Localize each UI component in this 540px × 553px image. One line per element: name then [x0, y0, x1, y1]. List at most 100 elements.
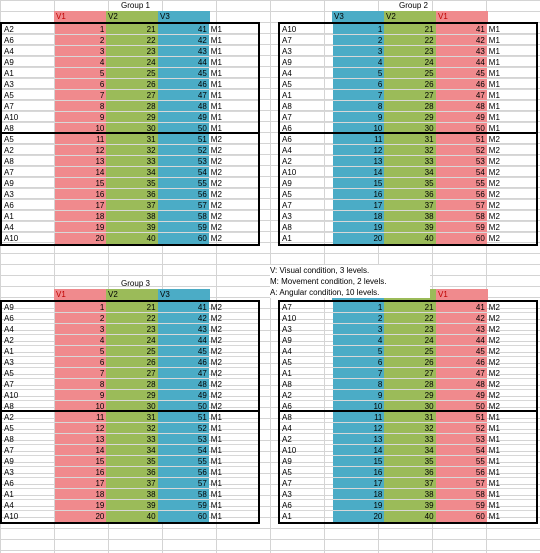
value-cell[interactable]: 37	[384, 200, 436, 210]
value-cell[interactable]: 49	[157, 112, 209, 122]
value-cell[interactable]: 15	[333, 178, 385, 188]
value-cell[interactable]: 27	[384, 90, 436, 100]
value-cell[interactable]: 30	[106, 123, 158, 132]
angle-cell[interactable]: A10	[282, 314, 297, 323]
value-cell[interactable]: 33	[384, 156, 436, 166]
value-cell[interactable]: 34	[384, 167, 436, 177]
value-cell[interactable]: 57	[157, 478, 209, 488]
movement-cell[interactable]: M1	[488, 58, 500, 67]
value-cell[interactable]: 47	[435, 368, 487, 378]
movement-cell[interactable]: M2	[210, 347, 222, 356]
value-cell[interactable]: 49	[435, 390, 487, 400]
movement-cell[interactable]: M1	[488, 69, 500, 78]
value-cell[interactable]: 2	[333, 35, 385, 45]
value-cell[interactable]: 44	[157, 335, 209, 345]
angle-cell[interactable]: A3	[282, 490, 292, 499]
value-cell[interactable]: 10	[55, 123, 107, 132]
value-cell[interactable]: 37	[106, 478, 158, 488]
angle-cell[interactable]: A9	[4, 303, 14, 312]
value-cell[interactable]: 23	[106, 324, 158, 334]
value-cell[interactable]: 24	[384, 57, 436, 67]
movement-cell[interactable]: M1	[488, 479, 500, 488]
value-cell[interactable]: 22	[384, 313, 436, 323]
angle-cell[interactable]: A8	[4, 402, 14, 410]
angle-cell[interactable]: A4	[4, 325, 14, 334]
value-cell[interactable]: 17	[55, 200, 107, 210]
angle-cell[interactable]: A1	[282, 369, 292, 378]
value-cell[interactable]: 11	[55, 134, 107, 144]
value-cell[interactable]: 29	[384, 112, 436, 122]
value-cell[interactable]: 19	[55, 222, 107, 232]
value-cell[interactable]: 49	[157, 390, 209, 400]
value-cell[interactable]: 12	[55, 145, 107, 155]
value-cell[interactable]: 19	[333, 500, 385, 510]
value-cell[interactable]: 2	[55, 35, 107, 45]
value-cell[interactable]: 40	[106, 511, 158, 522]
angle-cell[interactable]: A7	[282, 36, 292, 45]
movement-cell[interactable]: M1	[488, 424, 500, 433]
value-cell[interactable]: 7	[333, 368, 385, 378]
angle-cell[interactable]: A10	[282, 446, 297, 455]
angle-cell[interactable]: A4	[282, 69, 292, 78]
value-cell[interactable]: 60	[157, 233, 209, 244]
value-cell[interactable]: 18	[55, 489, 107, 499]
value-cell[interactable]: 54	[157, 167, 209, 177]
value-cell[interactable]: 38	[384, 211, 436, 221]
angle-cell[interactable]: A6	[282, 402, 292, 410]
value-cell[interactable]: 51	[435, 412, 487, 422]
value-cell[interactable]: 20	[55, 233, 107, 244]
movement-cell[interactable]: M2	[210, 179, 222, 188]
value-cell[interactable]: 25	[106, 68, 158, 78]
value-cell[interactable]: 36	[384, 467, 436, 477]
angle-cell[interactable]: A7	[282, 303, 292, 312]
angle-cell[interactable]: A4	[4, 501, 14, 510]
angle-cell[interactable]: A6	[282, 501, 292, 510]
angle-cell[interactable]: A9	[282, 457, 292, 466]
movement-cell[interactable]: M2	[210, 358, 222, 367]
angle-cell[interactable]: A9	[282, 336, 292, 345]
value-cell[interactable]: 16	[333, 189, 385, 199]
value-cell[interactable]: 9	[333, 112, 385, 122]
value-cell[interactable]: 22	[106, 313, 158, 323]
value-cell[interactable]: 11	[55, 412, 107, 422]
value-cell[interactable]: 5	[55, 68, 107, 78]
movement-cell[interactable]: M2	[210, 223, 222, 232]
movement-cell[interactable]: M1	[210, 25, 222, 34]
value-cell[interactable]: 51	[157, 134, 209, 144]
angle-cell[interactable]: A6	[282, 135, 292, 144]
value-cell[interactable]: 14	[55, 167, 107, 177]
angle-cell[interactable]: A3	[282, 325, 292, 334]
value-cell[interactable]: 52	[157, 423, 209, 433]
value-cell[interactable]: 45	[157, 68, 209, 78]
value-cell[interactable]: 22	[384, 35, 436, 45]
movement-cell[interactable]: M1	[210, 512, 222, 521]
movement-cell[interactable]: M1	[210, 47, 222, 56]
value-cell[interactable]: 27	[106, 368, 158, 378]
movement-cell[interactable]: M2	[210, 325, 222, 334]
value-cell[interactable]: 24	[106, 57, 158, 67]
value-cell[interactable]: 39	[384, 500, 436, 510]
value-cell[interactable]: 12	[333, 145, 385, 155]
angle-cell[interactable]: A2	[4, 146, 14, 155]
angle-cell[interactable]: A2	[4, 25, 14, 34]
angle-cell[interactable]: A5	[282, 190, 292, 199]
movement-cell[interactable]: M1	[210, 91, 222, 100]
value-cell[interactable]: 24	[106, 335, 158, 345]
angle-cell[interactable]: A3	[4, 468, 14, 477]
value-cell[interactable]: 60	[435, 233, 487, 244]
value-cell[interactable]: 15	[55, 456, 107, 466]
value-cell[interactable]: 20	[333, 233, 385, 244]
value-cell[interactable]: 52	[435, 423, 487, 433]
angle-cell[interactable]: A7	[4, 102, 14, 111]
angle-cell[interactable]: A4	[282, 146, 292, 155]
movement-cell[interactable]: M1	[488, 91, 500, 100]
value-cell[interactable]: 16	[55, 189, 107, 199]
header-v1[interactable]: V1	[436, 11, 488, 22]
value-cell[interactable]: 29	[384, 390, 436, 400]
movement-cell[interactable]: M2	[488, 146, 500, 155]
angle-cell[interactable]: A10	[4, 113, 19, 122]
movement-cell[interactable]: M1	[488, 124, 500, 132]
value-cell[interactable]: 12	[333, 423, 385, 433]
header-v3[interactable]: V3	[332, 11, 384, 22]
angle-cell[interactable]: A5	[4, 369, 14, 378]
